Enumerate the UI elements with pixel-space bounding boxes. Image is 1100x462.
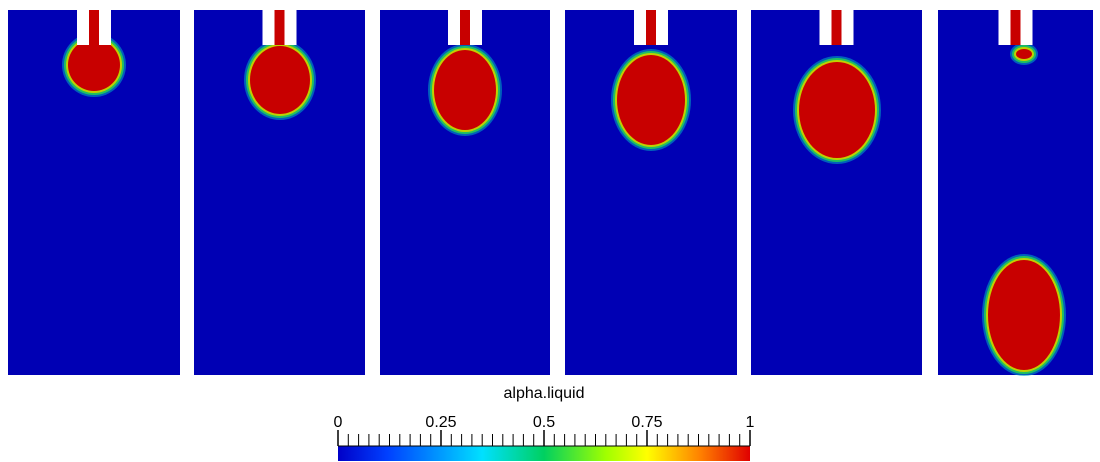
tick-label: 0 xyxy=(334,414,343,431)
droplet xyxy=(988,260,1060,370)
panel xyxy=(380,10,550,375)
panel xyxy=(751,10,922,375)
tick-label: 1 xyxy=(746,414,755,431)
tick-label: 0.75 xyxy=(631,414,662,431)
nozzle-liquid xyxy=(274,10,285,45)
panel xyxy=(8,10,180,375)
droplet xyxy=(1016,49,1032,59)
colorbar-title: alpha.liquid xyxy=(504,385,585,402)
droplet xyxy=(434,50,496,130)
colorbar xyxy=(338,446,750,461)
nozzle-liquid xyxy=(831,10,842,45)
droplet xyxy=(68,39,120,91)
droplet xyxy=(250,46,310,114)
colorbar-ticks: 0 0.25 0.5 0.75 1 xyxy=(334,414,755,447)
tick-label: 0.5 xyxy=(533,414,555,431)
tick-label: 0.25 xyxy=(425,414,456,431)
droplet xyxy=(617,55,685,145)
nozzle-liquid xyxy=(1010,10,1021,45)
panel xyxy=(938,10,1093,376)
nozzle-liquid xyxy=(460,10,470,45)
panel xyxy=(194,10,365,375)
nozzle-liquid xyxy=(89,10,99,45)
panel xyxy=(565,10,737,375)
droplet xyxy=(799,62,875,158)
simulation-panels xyxy=(8,10,1093,376)
nozzle-liquid xyxy=(646,10,656,45)
